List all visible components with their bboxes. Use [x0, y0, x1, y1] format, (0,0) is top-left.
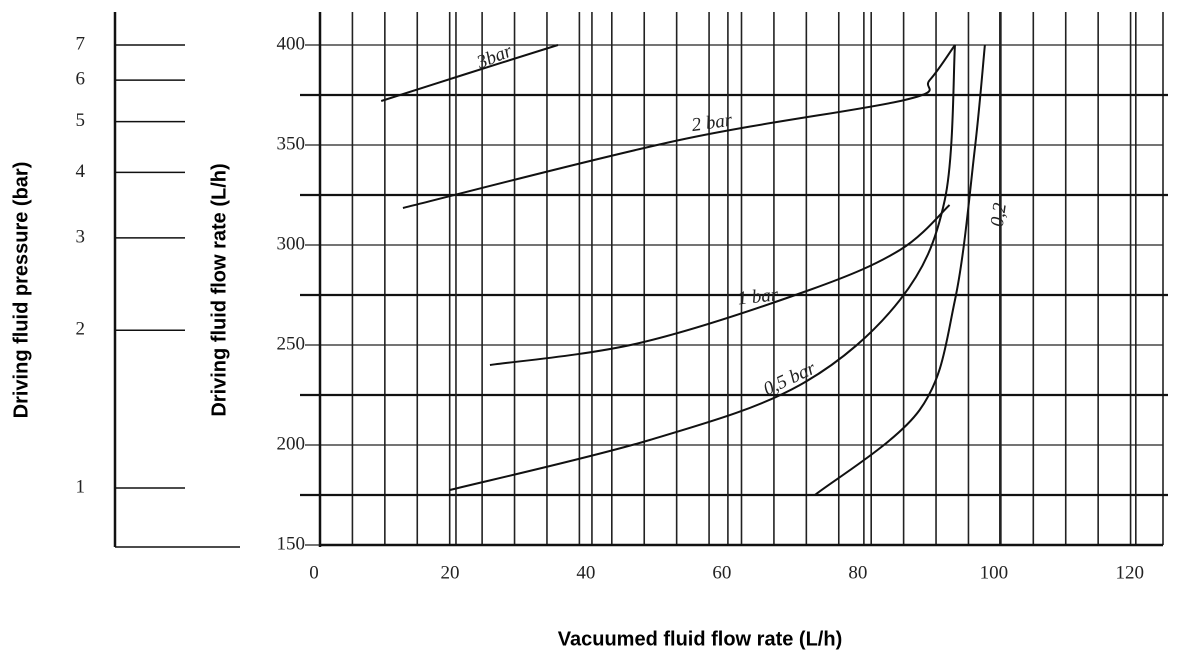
x-tick-label: 40 — [576, 562, 595, 583]
series-line — [380, 44, 559, 102]
x-axis-title: Vacuumed fluid flow rate (L/h) — [558, 628, 842, 650]
series-label: 0,5 bar — [760, 358, 819, 400]
y-tick-label: 300 — [277, 233, 306, 254]
y2-tick-label: 1 — [76, 476, 86, 497]
series-label: 1 bar — [737, 284, 780, 309]
x-tick-label: 0 — [309, 562, 319, 583]
y2-axis-title: Driving fluid pressure (bar) — [10, 162, 32, 419]
y2-tick-label: 7 — [76, 33, 86, 54]
y-tick-label: 350 — [277, 133, 306, 154]
x-tick-label: 80 — [848, 562, 867, 583]
y2-tick-label: 2 — [76, 319, 86, 340]
y2-tick-label: 6 — [76, 68, 86, 89]
y-tick-label: 400 — [277, 33, 306, 54]
series-line — [402, 44, 956, 209]
y2-tick-label: 3 — [76, 226, 86, 247]
series-line — [449, 44, 956, 491]
series-line — [814, 44, 986, 496]
y2-tick-label: 4 — [76, 161, 86, 182]
x-tick-label: 20 — [440, 562, 459, 583]
x-tick-label: 60 — [712, 562, 731, 583]
y2-tick-label: 5 — [76, 110, 86, 131]
y-tick-label: 250 — [277, 333, 306, 354]
series-line — [489, 204, 951, 366]
y-tick-label: 150 — [277, 533, 306, 554]
x-tick-label: 100 — [980, 562, 1009, 583]
x-tick-label: 120 — [1116, 562, 1145, 583]
series-label: 0,2 — [987, 201, 1011, 228]
y-tick-label: 200 — [277, 433, 306, 454]
y-axis-title: Driving fluid flow rate (L/h) — [208, 163, 230, 416]
